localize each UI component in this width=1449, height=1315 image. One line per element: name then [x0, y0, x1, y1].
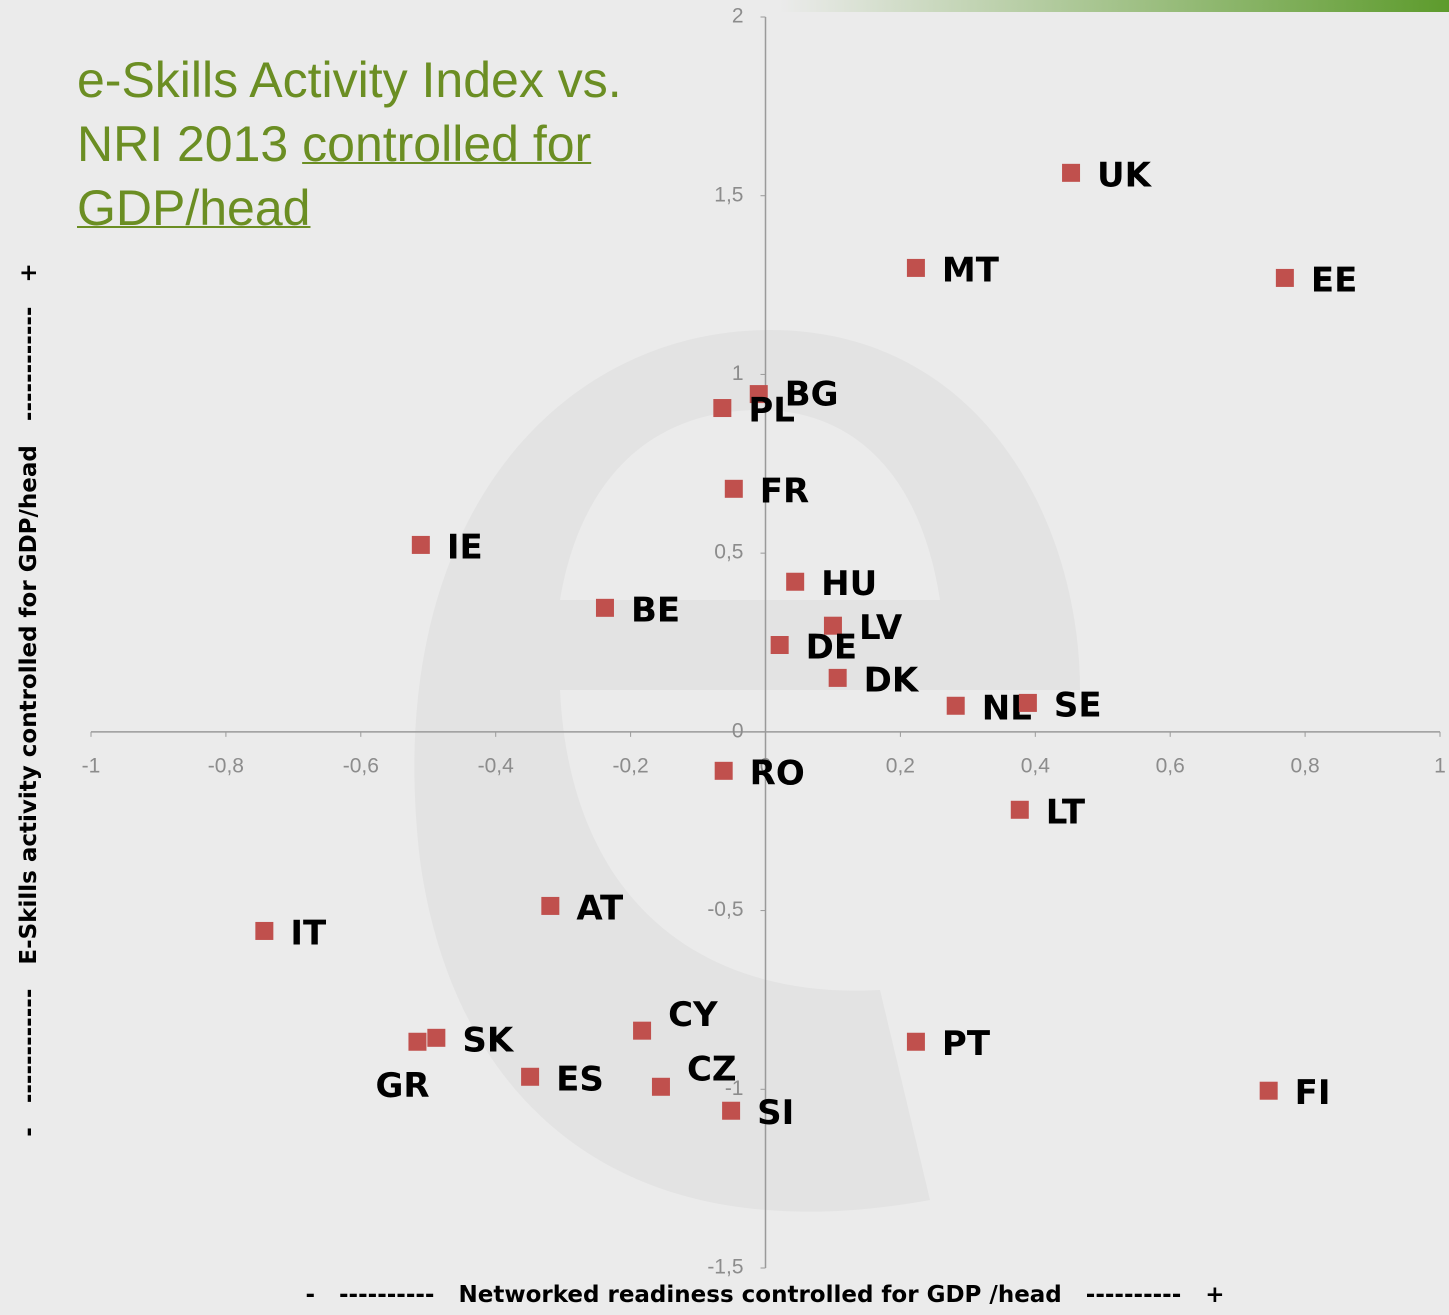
point — [595, 598, 614, 617]
point-label: CZ — [687, 1049, 737, 1089]
point-label: GR — [375, 1066, 429, 1106]
point — [713, 399, 732, 418]
point-label: LT — [1046, 792, 1086, 832]
point-label: SE — [1054, 685, 1102, 725]
point — [786, 572, 805, 591]
x-tick-label: 0 — [760, 754, 772, 777]
x-tick-label: 0,2 — [886, 754, 915, 777]
y-tick-label: 1,5 — [714, 183, 743, 206]
y-tick-label: 0,5 — [714, 541, 743, 564]
point — [633, 1021, 652, 1040]
point-label: HU — [821, 564, 877, 604]
y-axis-title: - ------------ E-Skills activity control… — [16, 263, 42, 1137]
point — [408, 1032, 427, 1051]
y-tick-label: 0 — [732, 719, 744, 742]
x-tick-label: -0,4 — [478, 754, 515, 777]
point-label: SI — [757, 1093, 794, 1133]
y-tick-label: 1 — [732, 362, 744, 385]
point-label: CY — [668, 995, 718, 1035]
point-label: LV — [859, 608, 903, 648]
x-tick-label: -1 — [82, 754, 101, 777]
x-axis-title: - ---------- Networked readiness control… — [305, 1282, 1224, 1308]
title-text: e-Skills Activity Index vs. NRI 2013 — [77, 52, 622, 172]
x-tick-label: 0,6 — [1156, 754, 1185, 777]
point — [906, 258, 925, 277]
point — [1010, 800, 1029, 819]
point-label: EE — [1311, 260, 1357, 300]
point-label: BE — [631, 590, 680, 630]
point — [411, 535, 430, 554]
point-label: AT — [576, 888, 624, 928]
point-label: FI — [1295, 1073, 1331, 1113]
point — [906, 1032, 925, 1051]
point-label: RO — [750, 753, 805, 793]
y-tick-label: -1 — [725, 1077, 744, 1100]
banner — [780, 0, 1449, 12]
point — [724, 479, 743, 498]
x-tick-label: 0,4 — [1021, 754, 1051, 777]
background-logo — [414, 330, 1081, 1212]
point — [722, 1101, 741, 1120]
title-underlined: controlled for GDP/head — [77, 116, 592, 236]
point-label: BG — [785, 375, 839, 415]
point-label: MT — [942, 250, 1000, 290]
x-tick-label: -0,2 — [613, 754, 649, 777]
point — [541, 896, 560, 915]
point-label: PT — [942, 1024, 991, 1064]
point — [770, 636, 789, 655]
point-label: IE — [447, 527, 483, 567]
point-label: ES — [556, 1059, 604, 1099]
x-tick-label: -0,8 — [208, 754, 244, 777]
point — [823, 616, 842, 635]
y-tick-label: -1,5 — [707, 1256, 743, 1279]
point — [1062, 163, 1081, 182]
point — [946, 696, 965, 715]
point — [521, 1067, 540, 1086]
x-tick-label: 1 — [1434, 754, 1446, 777]
point-label: SK — [462, 1020, 514, 1060]
point-label: UK — [1097, 155, 1153, 195]
point-label: PL — [748, 391, 795, 431]
point — [749, 385, 768, 404]
point-label: DK — [864, 660, 920, 700]
point — [828, 668, 847, 687]
x-tick-label: 0,8 — [1290, 754, 1319, 777]
point — [651, 1077, 670, 1096]
point-label: DE — [806, 628, 857, 668]
point-label: FR — [760, 471, 809, 511]
chart-title: e-Skills Activity Index vs. NRI 2013 con… — [77, 48, 677, 240]
point — [427, 1028, 446, 1047]
y-tick-label: 2 — [732, 5, 744, 28]
point — [1275, 268, 1294, 287]
y-tick-label: -0,5 — [707, 898, 743, 921]
point-label: IT — [290, 913, 327, 953]
point — [1259, 1081, 1278, 1100]
point — [1018, 693, 1037, 712]
point — [714, 761, 733, 780]
point — [255, 921, 274, 940]
x-tick-label: -0,6 — [343, 754, 379, 777]
